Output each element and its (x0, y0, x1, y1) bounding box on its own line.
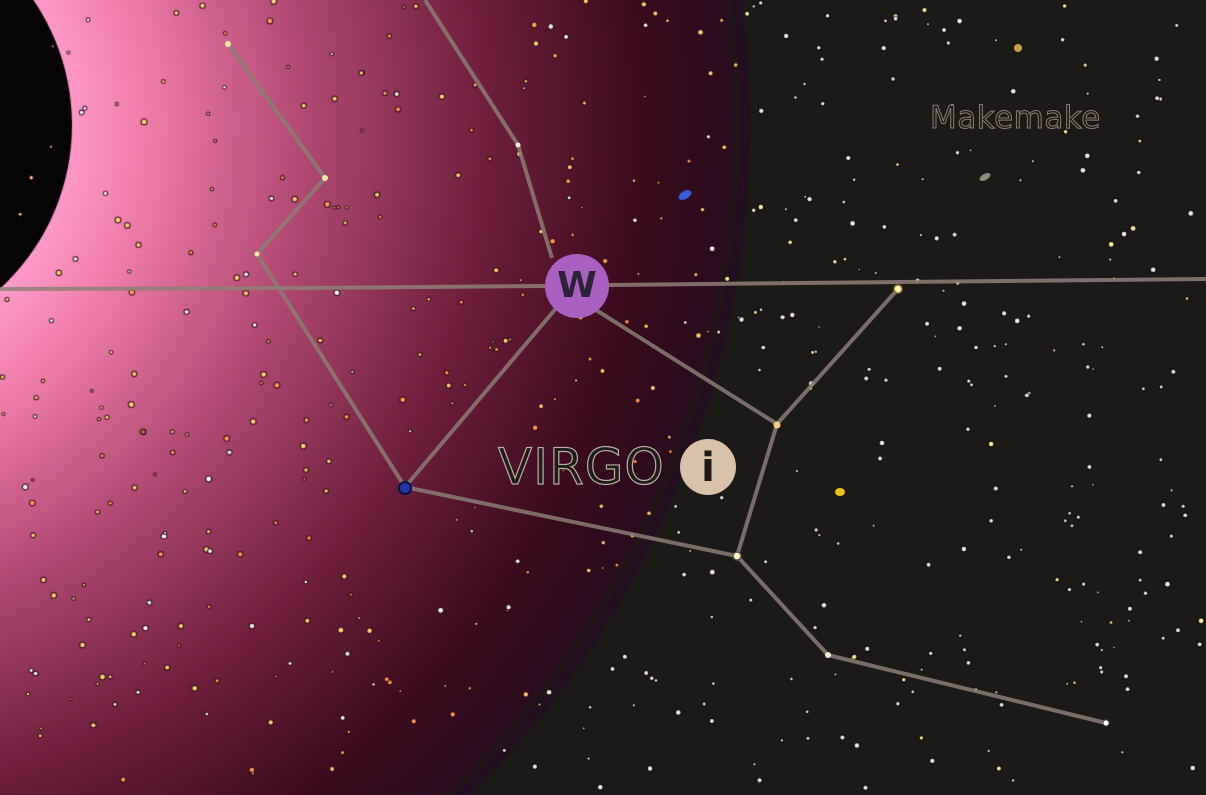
star (732, 551, 742, 561)
star (1014, 44, 1022, 52)
constellation-line-south (735, 423, 1107, 725)
constellation-line-west (226, 42, 560, 489)
star (254, 251, 260, 257)
constellation-stars (225, 41, 1110, 727)
star (515, 142, 521, 148)
constellation-line-southwest (404, 485, 738, 558)
star (322, 175, 328, 181)
constellation-line-east (594, 287, 900, 426)
horizon-line (0, 277, 1206, 291)
constellation-label[interactable]: VIRGO (497, 437, 665, 496)
info-button[interactable]: i (680, 439, 736, 495)
galaxy (979, 173, 991, 181)
star (773, 421, 781, 429)
compass-west-marker[interactable]: W (545, 254, 609, 318)
compass-west-label: W (557, 265, 597, 306)
constellation-line-north (423, 0, 554, 259)
star (1102, 719, 1110, 727)
star (398, 481, 412, 495)
galaxy (678, 190, 692, 200)
star (835, 488, 845, 496)
info-icon: i (701, 445, 715, 491)
star (825, 652, 831, 658)
star (893, 284, 903, 294)
planet-label-makemake[interactable]: Makemake (930, 100, 1101, 137)
star (225, 41, 231, 47)
